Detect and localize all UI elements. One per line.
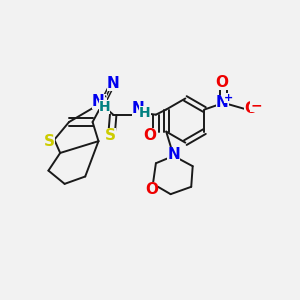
Text: +: + xyxy=(224,93,233,103)
Text: N: N xyxy=(132,101,145,116)
Text: H: H xyxy=(99,100,110,114)
Text: O: O xyxy=(145,182,158,196)
Text: −: − xyxy=(250,98,262,112)
Text: N: N xyxy=(107,76,120,91)
Text: O: O xyxy=(215,75,228,90)
Text: N: N xyxy=(216,95,229,110)
Text: S: S xyxy=(105,128,116,143)
Text: N: N xyxy=(167,147,180,162)
Text: H: H xyxy=(139,106,151,121)
Text: C: C xyxy=(96,94,106,108)
Text: O: O xyxy=(244,101,257,116)
Text: S: S xyxy=(44,134,55,149)
Text: N: N xyxy=(92,94,105,109)
Text: O: O xyxy=(143,128,157,143)
